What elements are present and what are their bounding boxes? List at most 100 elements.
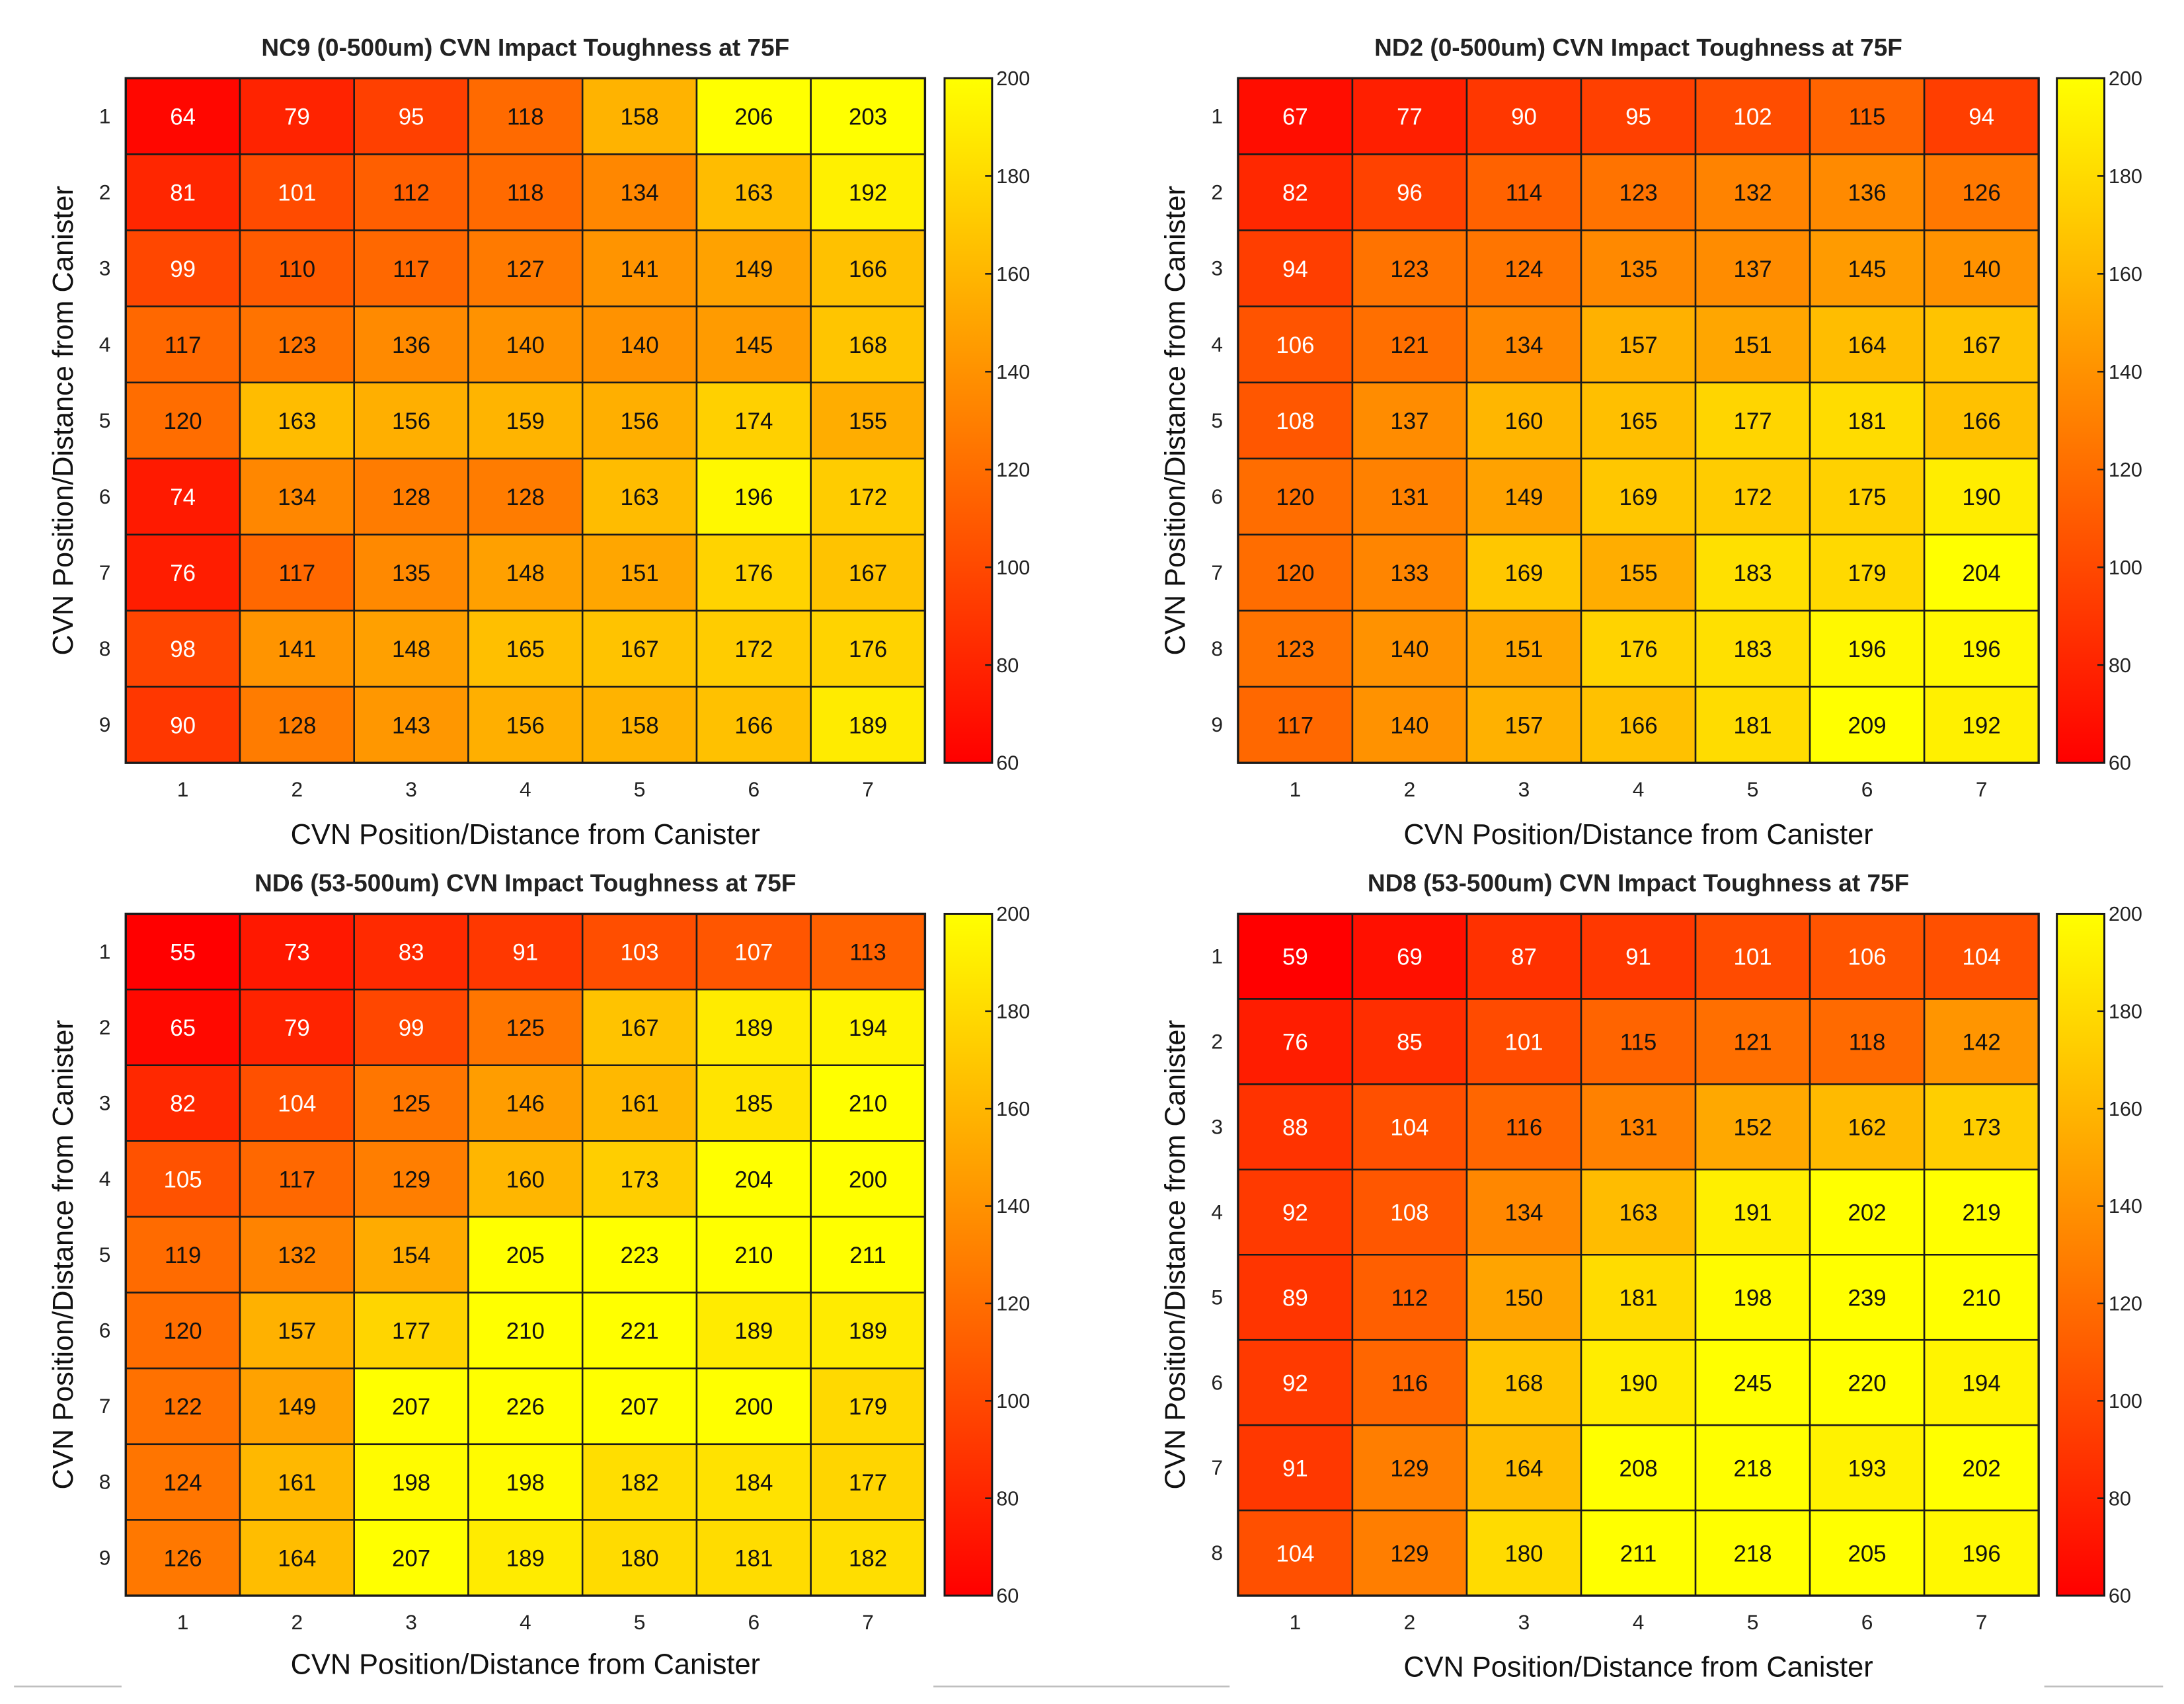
cell-value-label: 108 (1276, 408, 1314, 434)
cell-value-label: 164 (278, 1545, 316, 1571)
heatmap-cell (1465, 305, 1582, 384)
heatmap-cell (1694, 1509, 1811, 1597)
heatmap-cell (467, 229, 584, 307)
heatmap-cell (1923, 1509, 2040, 1597)
cell-value-label: 121 (1733, 1030, 1772, 1056)
heatmap-cell (353, 1216, 469, 1294)
cell-value-label: 184 (734, 1470, 773, 1496)
cell-value-label: 200 (734, 1394, 773, 1420)
y-tick-label: 2 (1211, 1029, 1223, 1053)
colorbar-tick-label: 100 (996, 1390, 1030, 1413)
cell-value-label: 177 (392, 1319, 430, 1344)
cell-value-label: 115 (1620, 1030, 1657, 1056)
y-tick-label: 4 (99, 332, 111, 356)
cell-value-label: 116 (1391, 1370, 1428, 1396)
cell-value-label: 123 (1276, 637, 1314, 662)
heatmap-cell (1351, 153, 1468, 231)
heatmap-cell (1465, 1083, 1582, 1171)
cell-value-label: 117 (1277, 713, 1314, 738)
cell-value-label: 90 (170, 713, 196, 738)
cell-value-label: 134 (620, 180, 658, 206)
cell-value-label: 219 (1963, 1200, 2001, 1225)
cell-value-label: 163 (278, 408, 316, 434)
cell-value-label: 200 (849, 1167, 887, 1192)
cell-value-label: 106 (1276, 332, 1314, 358)
x-tick-label: 4 (520, 1610, 531, 1634)
colorbar-tick-label: 120 (2109, 459, 2142, 481)
heatmap-cell (1237, 1083, 1354, 1171)
x-axis-label: CVN Position/Distance from Canister (291, 819, 760, 851)
heatmap-cell (695, 1519, 812, 1597)
heatmap-frame (1237, 77, 2040, 764)
cell-value-label: 181 (734, 1545, 773, 1571)
heatmap-cell (467, 609, 584, 688)
heatmap-cell (1694, 998, 1811, 1085)
cell-value-label: 79 (284, 104, 310, 130)
cell-value-label: 163 (620, 484, 658, 510)
heatmap-cell (1580, 533, 1697, 612)
heatmap-cell (1351, 77, 1468, 155)
cell-value-label: 202 (1963, 1455, 2001, 1481)
cell-value-label: 210 (734, 1243, 773, 1268)
cell-value-label: 104 (1276, 1541, 1314, 1567)
heatmap-frame (124, 77, 927, 764)
heatmap-frame (124, 912, 927, 1597)
cell-value-label: 73 (284, 939, 310, 965)
cell-value-label: 203 (849, 104, 887, 130)
cell-value-label: 87 (1511, 945, 1537, 970)
x-tick-label: 6 (1861, 1610, 1873, 1634)
heatmap-cell (810, 609, 926, 688)
cell-value-label: 140 (506, 332, 545, 358)
cell-value-label: 245 (1733, 1370, 1772, 1396)
cell-value-label: 89 (1282, 1285, 1308, 1311)
heatmap-cell (1465, 913, 1582, 1000)
x-tick-label: 5 (634, 777, 646, 801)
y-tick-label: 6 (99, 1318, 111, 1342)
heatmap-cell (810, 1519, 926, 1597)
heatmap-cell (1237, 1338, 1354, 1426)
cell-value-label: 169 (1619, 484, 1657, 510)
cell-value-label: 145 (734, 332, 773, 358)
heatmap-cell (1237, 609, 1354, 688)
y-tick-label: 6 (1211, 1370, 1223, 1394)
cell-value-label: 128 (278, 713, 316, 738)
heatmap-cell (695, 1292, 812, 1370)
cell-value-label: 239 (1848, 1285, 1887, 1311)
colorbar-tick-label: 200 (2109, 903, 2142, 925)
x-tick-label: 7 (1976, 1610, 1988, 1634)
colorbar-tick-label: 80 (2109, 1487, 2131, 1510)
cell-value-label: 124 (164, 1470, 202, 1496)
cell-value-label: 168 (849, 332, 887, 358)
y-tick-label: 4 (1211, 1200, 1223, 1223)
cell-value-label: 76 (1282, 1030, 1308, 1056)
y-tick-label: 9 (99, 713, 111, 736)
cell-value-label: 149 (278, 1394, 316, 1420)
heatmap-panel-4: ND8 (53-500um) CVN Impact Toughness at 7… (1160, 870, 2142, 1684)
y-tick-label: 7 (1211, 1455, 1223, 1479)
x-tick-label: 1 (1290, 1610, 1302, 1634)
cell-value-label: 175 (1848, 484, 1887, 510)
heatmap-cell (239, 229, 355, 307)
heatmap-cell (239, 457, 355, 536)
colorbar-tick-label: 80 (996, 654, 1019, 677)
heatmap-cell (467, 1519, 584, 1597)
cell-value-label: 117 (279, 1167, 316, 1192)
heatmap-cell (1923, 1169, 2040, 1256)
cell-value-label: 218 (1733, 1541, 1772, 1567)
heatmap-cell (1923, 913, 2040, 1000)
cell-value-label: 135 (1619, 256, 1657, 282)
cell-value-label: 198 (1733, 1285, 1772, 1311)
cell-value-label: 129 (1390, 1455, 1428, 1481)
heatmap-cell (124, 609, 241, 688)
heatmap-cell (124, 1216, 241, 1294)
y-tick-label: 3 (1211, 1114, 1223, 1138)
heatmap-cell (810, 153, 926, 231)
cell-value-label: 126 (1963, 180, 2001, 206)
cell-value-label: 85 (1397, 1030, 1423, 1056)
cell-value-label: 129 (392, 1167, 430, 1192)
heatmap-cell (1694, 1083, 1811, 1171)
heatmap-cell (1809, 1169, 1926, 1256)
cell-value-label: 189 (734, 1015, 773, 1041)
cell-value-label: 151 (1504, 637, 1543, 662)
heatmap-cell (1923, 1338, 2040, 1426)
